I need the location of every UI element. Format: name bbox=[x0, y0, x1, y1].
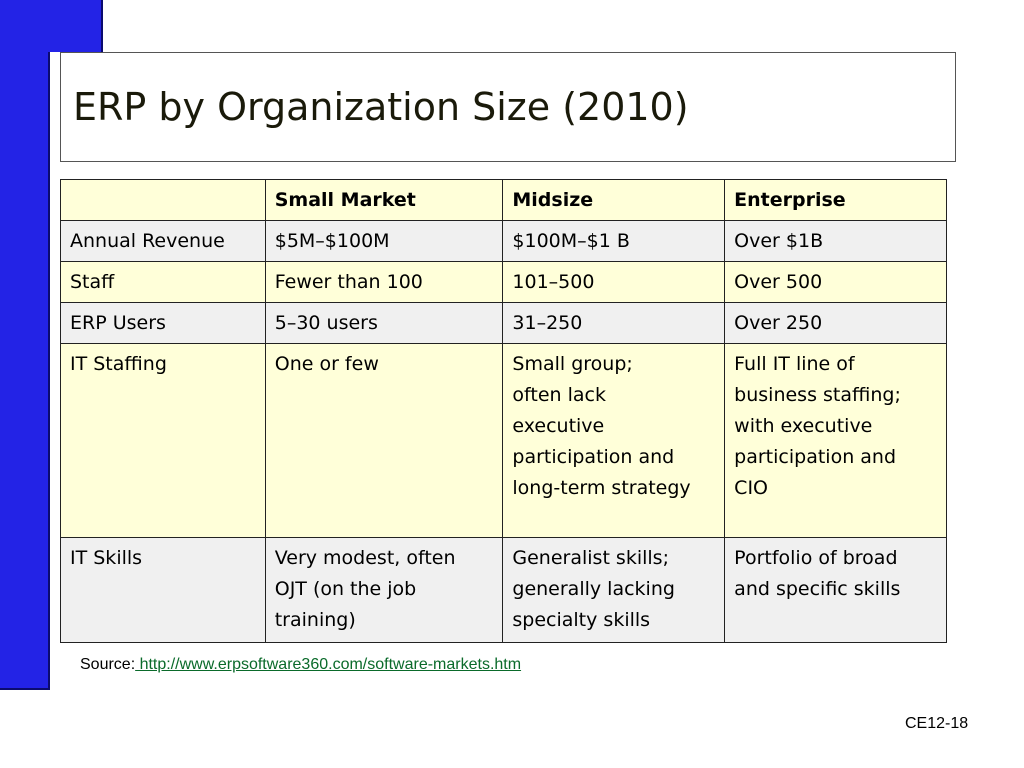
table-cell: IT Skills bbox=[60, 537, 266, 643]
table-cell: 31–250 bbox=[502, 302, 726, 344]
table-row: IT Skills Very modest, often OJT (on the… bbox=[60, 537, 947, 643]
table-cell: ERP Users bbox=[60, 302, 266, 344]
source-label: Source: bbox=[80, 656, 136, 673]
title-box: ERP by Organization Size (2010) bbox=[60, 52, 956, 162]
erp-size-table: Small Market Midsize Enterprise Annual R… bbox=[60, 179, 947, 643]
table-cell: $100M–$1 B bbox=[502, 220, 726, 262]
table-header-cell bbox=[60, 179, 266, 221]
decorative-blue-bar bbox=[0, 0, 50, 690]
table-cell: 101–500 bbox=[502, 261, 726, 303]
table-cell: Staff bbox=[60, 261, 266, 303]
table-cell: Annual Revenue bbox=[60, 220, 266, 262]
table-row: ERP Users 5–30 users 31–250 Over 250 bbox=[60, 302, 947, 344]
table-cell: Portfolio of broad and specific skills bbox=[724, 537, 947, 643]
table-cell: Fewer than 100 bbox=[264, 261, 504, 303]
table-header-row: Small Market Midsize Enterprise bbox=[60, 179, 947, 221]
table-cell: Over 250 bbox=[724, 302, 947, 344]
table-cell: IT Staffing bbox=[60, 343, 266, 538]
table-cell: Full IT line of business staffing; with … bbox=[724, 343, 947, 538]
decorative-blue-corner bbox=[0, 0, 103, 52]
table-header-cell: Midsize bbox=[502, 179, 726, 221]
source-citation: Source: http://www.erpsoftware360.com/so… bbox=[80, 656, 521, 674]
table-cell: Over 500 bbox=[724, 261, 947, 303]
table-header-cell: Enterprise bbox=[724, 179, 947, 221]
table-header-cell: Small Market bbox=[264, 179, 504, 221]
table-cell: 5–30 users bbox=[264, 302, 504, 344]
table-row: Annual Revenue $5M–$100M $100M–$1 B Over… bbox=[60, 220, 947, 262]
table-cell: Small group; often lack executive partic… bbox=[502, 343, 726, 538]
table-cell: Over $1B bbox=[724, 220, 947, 262]
table-cell: $5M–$100M bbox=[264, 220, 504, 262]
table-cell: One or few bbox=[264, 343, 504, 538]
table-row: Staff Fewer than 100 101–500 Over 500 bbox=[60, 261, 947, 303]
table-row: IT Staffing One or few Small group; ofte… bbox=[60, 343, 947, 538]
source-link[interactable]: http://www.erpsoftware360.com/software-m… bbox=[135, 656, 522, 673]
slide-number: CE12-18 bbox=[905, 715, 969, 732]
slide-title: ERP by Organization Size (2010) bbox=[73, 85, 689, 129]
table-cell: Generalist skills; generally lacking spe… bbox=[502, 537, 726, 643]
table-cell: Very modest, often OJT (on the job train… bbox=[264, 537, 504, 643]
